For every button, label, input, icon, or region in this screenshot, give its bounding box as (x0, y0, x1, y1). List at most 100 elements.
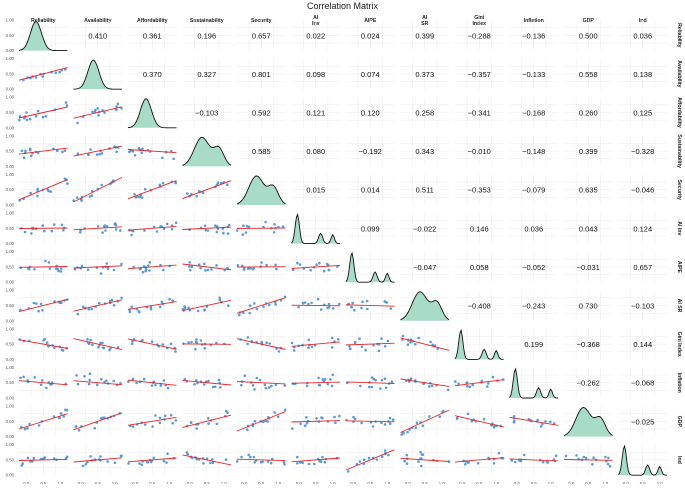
scatter-point-ai-sr-affordability (150, 308, 153, 311)
row-label-inflation: Inflation (676, 373, 682, 393)
scatter-point-availability-reliability (58, 71, 61, 74)
scatter-point-gini-index-ai-inv (337, 338, 340, 341)
scatter-point-gdp-reliability (60, 412, 63, 415)
scatter-point-aipe-availability (113, 269, 116, 272)
scatter-point-sustainability-reliability (23, 156, 26, 159)
scatter-point-security-availability (76, 196, 79, 199)
scatter-point-affordability-reliability (18, 119, 21, 122)
scatter-point-security-affordability (133, 193, 136, 196)
scatter-point-inflation-ai-sr (410, 377, 413, 380)
panel-availability-aipe: 0.074 (346, 59, 395, 90)
scatter-point-security-affordability (144, 188, 147, 191)
panel-ai-sr-security (237, 290, 286, 321)
scatter-point-gdp-aipe (372, 425, 375, 428)
scatter-point-ind-aipe (376, 458, 379, 461)
scatter-point-gdp-affordability (175, 419, 178, 422)
scatter-point-ai-sr-ai-inv (310, 302, 313, 305)
corr-affordability-ai-inv: 0.121 (306, 109, 325, 118)
scatter-point-aipe-ai-inv (323, 270, 326, 273)
panel-reliability-gini-index: −0.288 (455, 20, 504, 51)
scatter-point-inflation-gini-index (492, 376, 495, 379)
scatter-point-inflation-availability (83, 375, 86, 378)
scatter-point-ai-inv-availability (106, 225, 109, 228)
scatter-point-gdp-ai-sr (439, 415, 442, 418)
corr-affordability-sustainability: −0.103 (195, 109, 218, 118)
scatter-point-gini-index-ai-inv (293, 349, 296, 352)
svg-text:AI Inv: AI Inv (676, 221, 682, 235)
scatter-point-inflation-aipe (391, 380, 394, 383)
scatter-point-inflation-ai-inv (329, 378, 332, 381)
scatter-point-inflation-ai-inv (306, 385, 309, 388)
scatter-point-ind-gdp (607, 457, 610, 460)
y-tick-label: 1.00 (6, 56, 15, 61)
scatter-point-gdp-gini-index (483, 418, 486, 421)
scatter-point-ind-reliability (27, 457, 30, 460)
corr-availability-ai-sr: 0.373 (415, 70, 434, 79)
corr-sustainability-inflation: −0.148 (522, 147, 545, 156)
scatter-point-sustainability-affordability (141, 152, 144, 155)
scatter-point-ind-reliability (33, 457, 36, 460)
scatter-point-ind-gdp (609, 465, 612, 468)
scatter-point-ind-security (253, 461, 256, 464)
scatter-point-ind-security (240, 456, 243, 459)
scatter-point-ai-sr-ai-inv (317, 298, 320, 301)
row-label-affordability: Affordability (676, 97, 682, 128)
fit-line-aipe-reliability (19, 267, 68, 268)
panel-ai-sr-ai-inv (292, 290, 341, 321)
fit-line-inflation-ai-inv (292, 382, 341, 383)
scatter-point-inflation-ai-inv (332, 374, 335, 377)
panel-availability-availability (74, 59, 123, 90)
scatter-point-ind-ai-inv (301, 461, 304, 464)
scatter-point-gdp-ai-sr (428, 415, 431, 418)
scatter-point-gini-index-affordability (141, 339, 144, 342)
corr-security-aipe: 0.014 (361, 186, 380, 195)
scatter-point-sustainability-reliability (61, 151, 64, 154)
scatter-point-inflation-affordability (132, 378, 135, 381)
panel-availability-ai-sr: 0.373 (401, 59, 450, 90)
panel-ai-sr-availability (74, 290, 123, 321)
scatter-point-ai-inv-reliability (43, 230, 46, 233)
scatter-point-gdp-ai-sr (416, 422, 419, 425)
panel-gini-index-ai-inv (291, 329, 340, 360)
panel-ind-security (236, 445, 286, 476)
scatter-point-gdp-security (266, 420, 269, 423)
scatter-point-sustainability-availability (89, 148, 92, 151)
scatter-point-gini-index-reliability (42, 339, 45, 342)
scatter-point-affordability-reliability (29, 118, 32, 121)
panel-reliability-ai-inv: 0.022 (292, 20, 341, 51)
scatter-point-ai-sr-security (249, 312, 252, 315)
scatter-point-gini-index-availability (103, 347, 106, 350)
scatter-point-ai-sr-reliability (35, 302, 38, 305)
panel-inflation-affordability (127, 367, 176, 398)
scatter-point-ind-availability (99, 455, 102, 458)
panel-ai-inv-inflation: 0.036 (510, 213, 559, 244)
scatter-point-gdp-reliability (64, 409, 67, 412)
scatter-point-gini-index-aipe (364, 349, 367, 352)
panel-aipe-sustainability (183, 252, 232, 283)
scatter-point-sustainability-affordability (141, 147, 144, 150)
scatter-point-ai-sr-reliability (37, 310, 40, 313)
scatter-point-gdp-availability (78, 429, 81, 432)
scatter-point-ai-sr-aipe (384, 300, 387, 303)
scatter-point-gdp-affordability (132, 425, 135, 428)
panel-gini-index-security (237, 329, 286, 360)
scatter-point-aipe-ai-inv (328, 269, 331, 272)
scatter-point-gdp-aipe (384, 423, 387, 426)
scatter-point-ai-inv-availability (115, 228, 118, 231)
scatter-point-inflation-security (284, 384, 287, 387)
scatter-point-ai-sr-sustainability (197, 310, 200, 313)
corr-reliability-security: 0.657 (252, 31, 271, 40)
corr-sustainability-security: 0.585 (252, 147, 271, 156)
scatter-point-sustainability-reliability (64, 149, 67, 152)
scatter-point-inflation-sustainability (207, 380, 210, 383)
scatter-point-ai-sr-aipe (351, 302, 354, 305)
scatter-point-gini-index-aipe (384, 345, 387, 348)
scatter-point-gdp-sustainability (207, 417, 210, 420)
scatter-point-aipe-sustainability (215, 264, 218, 267)
panel-sustainability-inflation: −0.148 (510, 136, 559, 167)
scatter-point-inflation-availability (113, 380, 116, 383)
scatter-point-gini-index-security (247, 336, 250, 339)
scatter-point-ind-security (247, 454, 250, 457)
scatter-point-aipe-availability (87, 268, 90, 271)
scatter-point-inflation-security (270, 385, 273, 388)
